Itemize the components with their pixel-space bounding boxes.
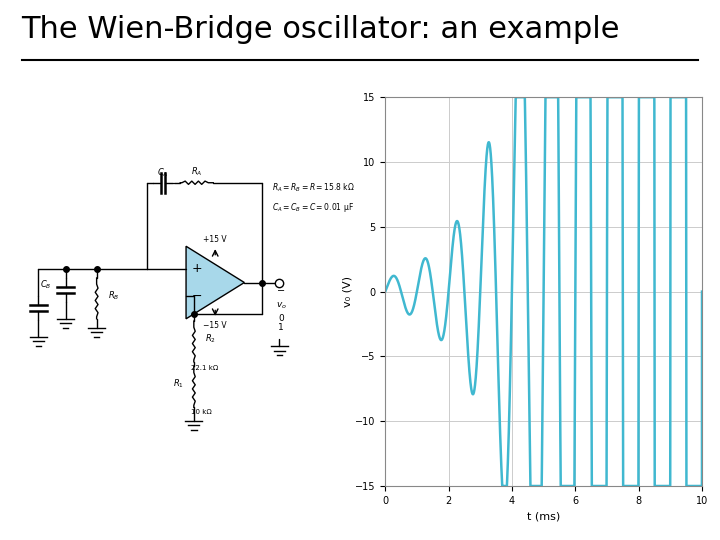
Text: $C_A$: $C_A$ xyxy=(157,167,168,179)
Text: +: + xyxy=(192,262,202,275)
Text: $R_B$: $R_B$ xyxy=(107,289,119,302)
Text: 1: 1 xyxy=(279,323,284,332)
Polygon shape xyxy=(186,246,244,319)
Text: $C_B$: $C_B$ xyxy=(40,278,52,291)
Text: $R_1$: $R_1$ xyxy=(173,378,184,390)
Y-axis label: v₀ (V): v₀ (V) xyxy=(342,276,352,307)
Text: +15 V: +15 V xyxy=(203,235,227,244)
Text: 10 kΩ: 10 kΩ xyxy=(191,409,212,415)
X-axis label: t (ms): t (ms) xyxy=(527,511,560,521)
Text: −: − xyxy=(192,289,202,302)
Text: $R_2$: $R_2$ xyxy=(204,333,216,345)
Text: −15 V: −15 V xyxy=(203,321,227,330)
Text: −: − xyxy=(277,286,285,296)
Text: $C_A = C_B = C = 0.01$ μF: $C_A = C_B = C = 0.01$ μF xyxy=(271,201,354,214)
Text: 0: 0 xyxy=(279,314,284,323)
Text: $R_A = R_B = R = 15.8$ kΩ: $R_A = R_B = R = 15.8$ kΩ xyxy=(271,181,354,193)
Text: 22.1 kΩ: 22.1 kΩ xyxy=(191,364,218,370)
Text: $R_A$: $R_A$ xyxy=(192,166,202,178)
Text: The Wien-Bridge oscillator: an example: The Wien-Bridge oscillator: an example xyxy=(22,15,620,44)
Text: $v_o$: $v_o$ xyxy=(276,300,287,311)
